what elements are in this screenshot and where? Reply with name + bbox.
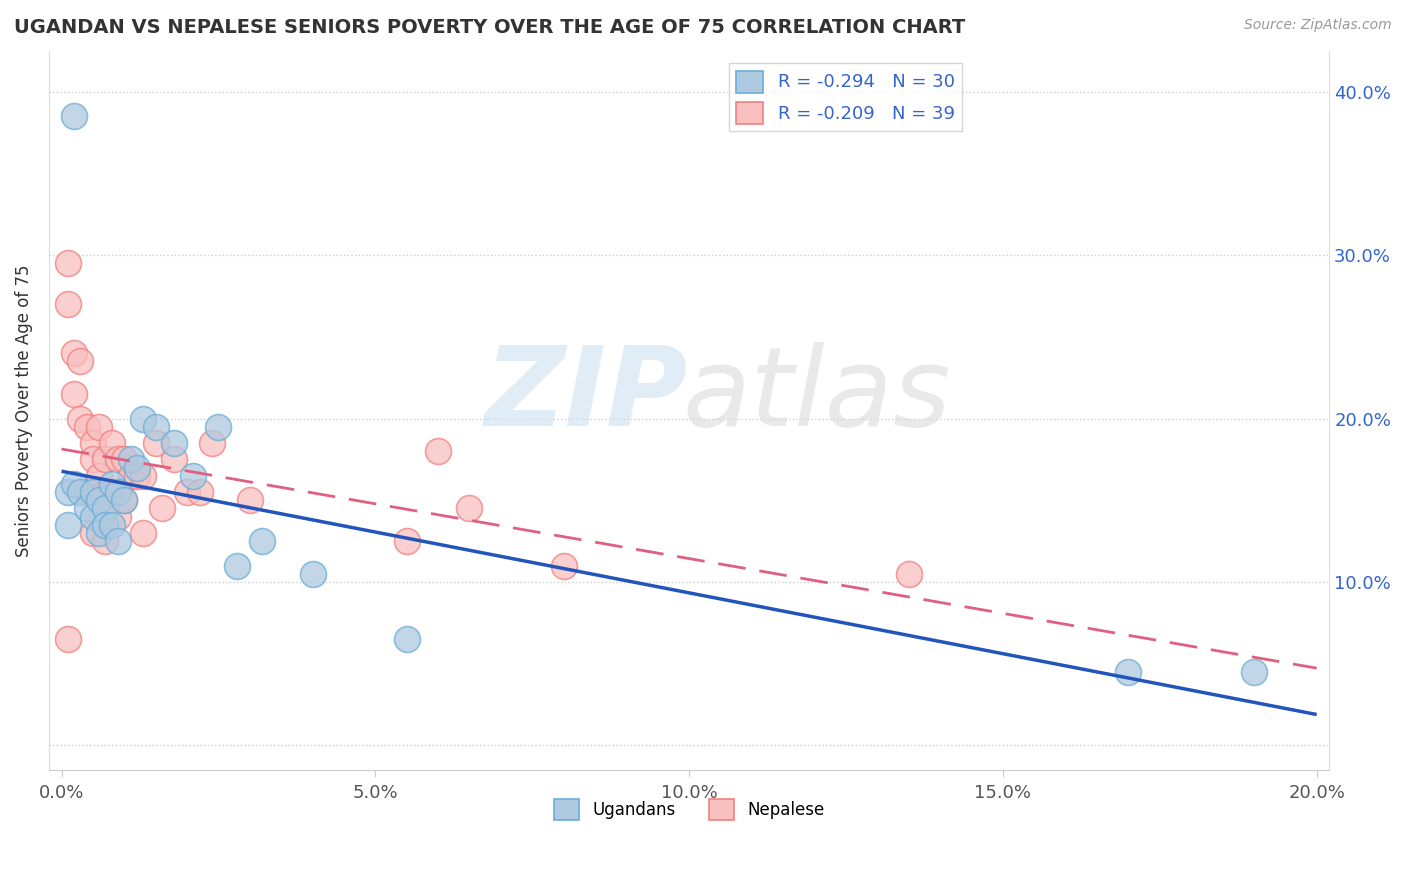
Point [395, 632, 418, 647]
Point [56, 297, 79, 311]
Point [63, 387, 86, 401]
Point [76, 419, 98, 434]
Text: atlas: atlas [683, 343, 952, 450]
Point [76, 501, 98, 516]
Point [89, 525, 111, 540]
Point [132, 468, 155, 483]
Point [100, 517, 122, 532]
Point [82, 525, 104, 540]
Point [1118, 665, 1140, 679]
Text: UGANDAN VS NEPALESE SENIORS POVERTY OVER THE AGE OF 75 CORRELATION CHART: UGANDAN VS NEPALESE SENIORS POVERTY OVER… [14, 18, 966, 37]
Point [1243, 665, 1265, 679]
Point [82, 436, 104, 450]
Point [82, 485, 104, 500]
Point [120, 452, 142, 467]
Point [163, 452, 186, 467]
Point [132, 411, 155, 425]
Point [69, 411, 91, 425]
Point [107, 534, 129, 549]
Point [107, 485, 129, 500]
Point [150, 501, 173, 516]
Point [395, 534, 418, 549]
Point [176, 485, 198, 500]
Point [89, 493, 111, 508]
Point [252, 534, 274, 549]
Text: ZIP: ZIP [485, 343, 689, 450]
Point [207, 419, 229, 434]
Point [239, 493, 262, 508]
Point [94, 517, 117, 532]
Point [94, 534, 117, 549]
Point [112, 452, 135, 467]
Text: Source: ZipAtlas.com: Source: ZipAtlas.com [1244, 18, 1392, 32]
Point [897, 566, 920, 581]
Point [125, 460, 148, 475]
Point [56, 632, 79, 647]
Point [181, 468, 204, 483]
Point [107, 452, 129, 467]
Point [82, 509, 104, 524]
Point [63, 346, 86, 360]
Point [163, 436, 186, 450]
Y-axis label: Seniors Poverty Over the Age of 75: Seniors Poverty Over the Age of 75 [15, 264, 32, 557]
Point [100, 485, 122, 500]
Point [226, 558, 249, 573]
Point [458, 501, 481, 516]
Point [69, 485, 91, 500]
Point [69, 354, 91, 368]
Point [82, 452, 104, 467]
Point [89, 468, 111, 483]
Point [132, 525, 155, 540]
Point [427, 444, 450, 458]
Point [112, 493, 135, 508]
Point [301, 566, 323, 581]
Point [63, 476, 86, 491]
Point [76, 485, 98, 500]
Point [100, 476, 122, 491]
Legend: Ugandans, Nepalese: Ugandans, Nepalese [547, 793, 831, 826]
Point [56, 517, 79, 532]
Point [107, 509, 129, 524]
Point [94, 501, 117, 516]
Point [100, 436, 122, 450]
Point [56, 256, 79, 270]
Point [145, 419, 167, 434]
Point [112, 493, 135, 508]
Point [94, 452, 117, 467]
Point [94, 485, 117, 500]
Point [89, 419, 111, 434]
Point [553, 558, 575, 573]
Point [63, 109, 86, 123]
Point [120, 468, 142, 483]
Point [188, 485, 211, 500]
Point [125, 468, 148, 483]
Point [145, 436, 167, 450]
Point [201, 436, 224, 450]
Point [56, 485, 79, 500]
